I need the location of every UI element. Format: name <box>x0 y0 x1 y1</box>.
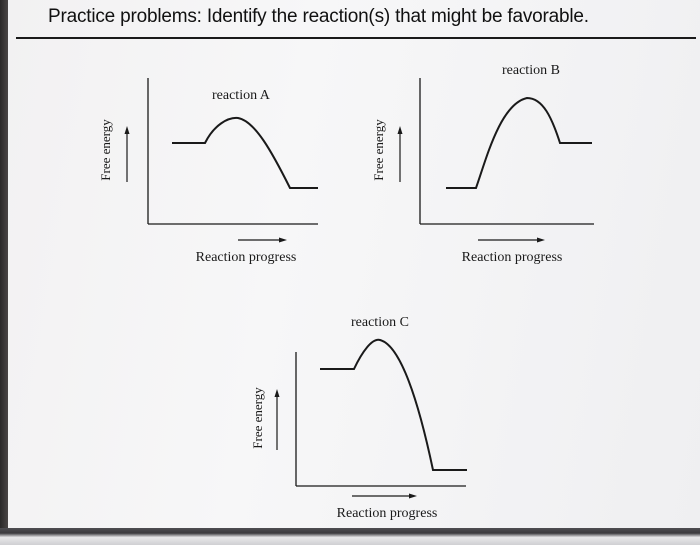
plot-a-label: reaction A <box>212 88 271 103</box>
title-divider <box>16 37 696 39</box>
photo-edge-left <box>0 0 8 545</box>
plot-c-label: reaction C <box>351 315 409 330</box>
slide: Practice problems: Identify the reaction… <box>8 0 700 528</box>
plot-a-y-label: Free energy <box>98 119 113 181</box>
plot-reaction-c: reaction C Free energy Reaction progress <box>250 315 467 521</box>
photo-edge-bottom <box>0 528 700 545</box>
plot-c-x-label: Reaction progress <box>337 506 438 521</box>
plot-b-y-label: Free energy <box>371 119 386 181</box>
plot-b-energy-curve <box>446 96 592 189</box>
plot-c-energy-curve <box>320 338 467 471</box>
page-title: Practice problems: Identify the reaction… <box>48 6 589 27</box>
plot-c-y-label: Free energy <box>250 387 265 449</box>
plot-a-energy-curve <box>172 116 318 189</box>
plot-reaction-b: reaction B Free energy Reaction progress <box>371 63 594 265</box>
plot-b-label: reaction B <box>502 63 560 78</box>
plot-reaction-a: reaction A Free energy Reaction progress <box>98 78 318 265</box>
plot-a-x-label: Reaction progress <box>196 250 297 265</box>
plot-b-x-label: Reaction progress <box>462 250 563 265</box>
energy-diagrams: reaction A Free energy Reaction progress… <box>98 63 594 521</box>
